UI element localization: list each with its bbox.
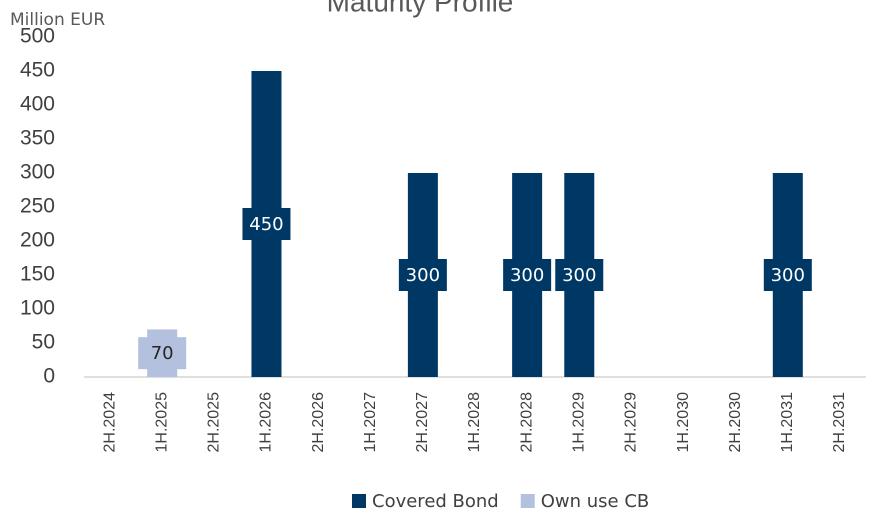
x-tick-label: 2H.2029 bbox=[623, 392, 640, 453]
x-tick-label: 2H.2024 bbox=[101, 392, 118, 453]
legend-swatch bbox=[520, 494, 535, 508]
data-label-box bbox=[503, 259, 552, 291]
data-label: 70 bbox=[151, 343, 174, 364]
data-label-box bbox=[555, 259, 604, 291]
chart-title: Maturity Profile bbox=[327, 0, 514, 17]
x-tick-label: 2H.2025 bbox=[206, 392, 223, 453]
legend-label: Covered Bond bbox=[372, 491, 499, 512]
x-tick-label: 1H.2029 bbox=[570, 392, 587, 453]
data-label-box bbox=[763, 259, 812, 291]
data-label: 300 bbox=[771, 265, 805, 286]
y-tick-label: 450 bbox=[20, 59, 55, 82]
y-tick-label: 300 bbox=[20, 161, 55, 184]
y-tick-label: 50 bbox=[32, 331, 55, 354]
x-tick-label: 1H.2030 bbox=[675, 392, 692, 453]
x-tick-label: 1H.2026 bbox=[258, 392, 275, 453]
x-tick-label: 2H.2030 bbox=[727, 392, 744, 453]
data-label-box bbox=[242, 208, 291, 240]
legend-label: Own use CB bbox=[541, 491, 650, 512]
y-tick-label: 500 bbox=[20, 25, 55, 48]
y-tick-label: 250 bbox=[20, 195, 55, 218]
y-axis-label: Million EUR bbox=[10, 10, 105, 30]
y-tick-label: 200 bbox=[20, 229, 55, 252]
y-tick-label: 100 bbox=[20, 297, 55, 320]
data-label: 300 bbox=[510, 265, 544, 286]
y-tick-label: 400 bbox=[20, 93, 55, 116]
y-tick-label: 350 bbox=[20, 127, 55, 150]
x-tick-label: 1H.2027 bbox=[362, 392, 379, 453]
y-tick-label: 0 bbox=[43, 365, 55, 388]
x-tick-label: 1H.2028 bbox=[466, 392, 483, 453]
legend: Covered Bond Own use CB bbox=[352, 491, 649, 512]
data-label-box bbox=[398, 259, 447, 291]
x-tick-label: 1H.2025 bbox=[153, 392, 170, 453]
x-tick-label: 1H.2031 bbox=[779, 392, 796, 453]
x-tick-label: 2H.2026 bbox=[310, 392, 327, 453]
data-label: 300 bbox=[406, 265, 440, 286]
legend-swatch bbox=[352, 494, 366, 508]
data-label: 300 bbox=[562, 265, 596, 286]
x-tick-label: 2H.2027 bbox=[414, 392, 431, 453]
data-label: 450 bbox=[249, 214, 283, 235]
y-tick-label: 150 bbox=[20, 263, 55, 286]
x-tick-label: 2H.2028 bbox=[518, 392, 535, 453]
data-label-box bbox=[138, 337, 187, 370]
x-tick-label: 2H.2031 bbox=[831, 392, 848, 453]
